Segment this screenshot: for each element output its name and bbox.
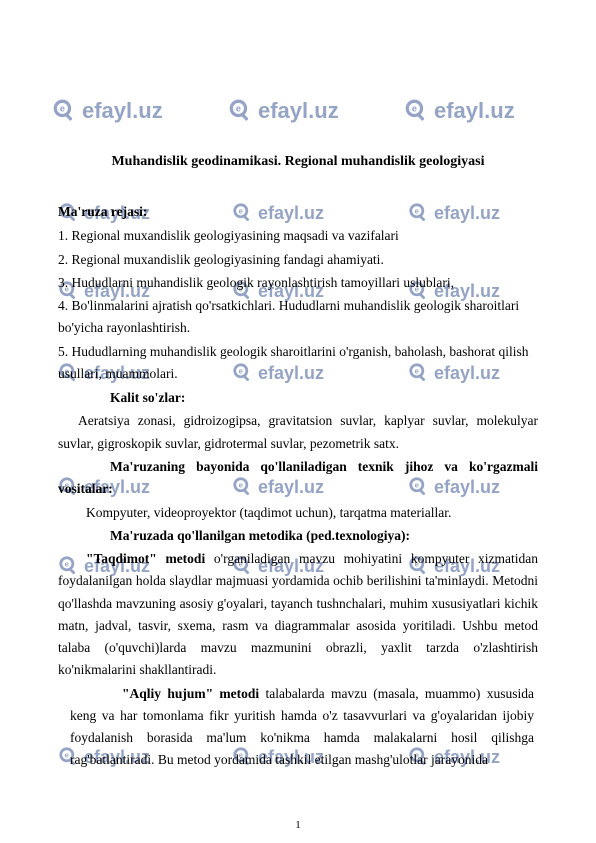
plan-item: 5. Hududlarning muhandislik geologik sha… xyxy=(58,341,538,386)
methodology-header: Ma'ruzada qo'llanilgan metodika (ped.tex… xyxy=(58,525,538,547)
aqliy-label: "Aqliy hujum" metodi xyxy=(122,686,259,701)
plan-item: 2. Regional muxandislik geologiyasining … xyxy=(58,249,538,271)
page-number: 1 xyxy=(0,819,596,831)
keywords-text: Aeratsiya zonasi, gidroizogipsa, gravita… xyxy=(58,413,538,450)
plan-item: 3. Hududlarni muhandislik geologik rayon… xyxy=(58,272,538,294)
plan-item: 4. Bo'linmalarini ajratish qo'rsatkichla… xyxy=(58,295,538,340)
document-body: Muhandislik geodinamikasi. Regional muha… xyxy=(0,0,596,772)
document-title: Muhandislik geodinamikasi. Regional muha… xyxy=(58,150,538,173)
keywords-header: Kalit so'zlar: xyxy=(58,387,538,409)
plan-item: 1. Regional muxandislik geologiyasining … xyxy=(58,225,538,247)
taqdimot-body: o'rganiladigan mavzu mohiyatini kompyute… xyxy=(58,551,538,677)
taqdimot-para: "Taqdimot" metodi o'rganiladigan mavzu m… xyxy=(58,548,538,682)
aqliy-para: "Aqliy hujum" metodi talabalarda mavzu (… xyxy=(58,683,538,772)
tools-header: Ma'ruzaning bayonida qo'llaniladigan tex… xyxy=(58,456,538,501)
tools-body: Kompyuter, videoproyektor (taqdimot uchu… xyxy=(58,502,538,524)
tools-header-text: Ma'ruzaning bayonida qo'llaniladigan tex… xyxy=(58,459,538,496)
plan-header: Ma'ruza rejasi: xyxy=(58,201,538,223)
keywords-body: Aeratsiya zonasi, gidroizogipsa, gravita… xyxy=(58,410,538,455)
taqdimot-label: "Taqdimot" metodi xyxy=(86,551,205,566)
